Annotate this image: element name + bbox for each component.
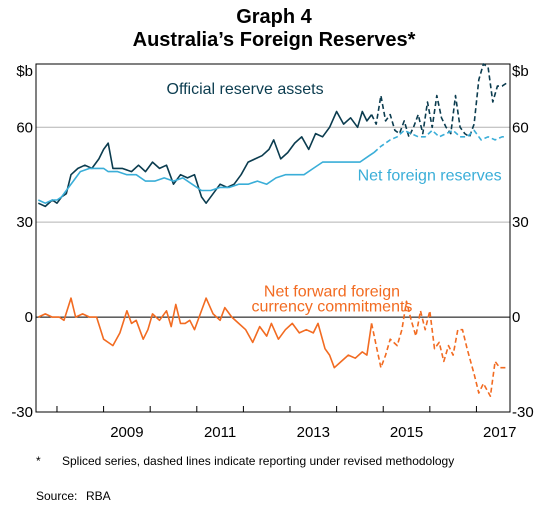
source-label: Source: (36, 489, 78, 503)
footnote-marker: * (36, 454, 41, 468)
series-line-dashed-net-forward-foreign-currency-commitments (370, 300, 507, 397)
y-tick-label-left: 60 (16, 119, 33, 136)
series-line-net-foreign-reserves (37, 151, 375, 204)
series-line-dashed-official-reserve-assets (370, 63, 508, 138)
series-line-dashed-net-foreign-reserves (373, 129, 507, 154)
series-line-official-reserve-assets (37, 110, 373, 208)
x-tick-label: 2013 (297, 424, 330, 441)
x-tick-label: 2009 (110, 424, 143, 441)
y-tick-label-left: 0 (25, 309, 33, 326)
y-tick-label-right: -30 (512, 404, 534, 421)
unit-label-right: $b (512, 63, 529, 80)
y-tick-label-right: 30 (512, 214, 529, 231)
x-tick-label: 2011 (204, 424, 236, 441)
graph-number: Graph 4 (236, 6, 312, 28)
plot-frame (35, 63, 511, 413)
unit-label-left: $b (16, 63, 33, 80)
chart-title: Australia’s Foreign Reserves* (132, 29, 416, 51)
x-tick-label: 2017 (483, 424, 516, 441)
x-tick-label: 2015 (390, 424, 423, 441)
series-annotation: Official reserve assets (167, 81, 324, 98)
series-line-net-forward-foreign-currency-commitments (37, 297, 373, 369)
y-tick-label-left: 30 (16, 214, 33, 231)
series-annotation: Net forward foreign (264, 284, 400, 301)
source-value: RBA (86, 489, 111, 503)
series-annotation: Net foreign reserves (358, 167, 502, 184)
y-tick-label-right: 0 (512, 309, 520, 326)
y-tick-label-right: 60 (512, 119, 529, 136)
footnote-text: Spliced series, dashed lines indicate re… (62, 454, 455, 468)
y-tick-label-left: -30 (11, 404, 33, 421)
series-annotation: currency commitments (251, 298, 412, 315)
